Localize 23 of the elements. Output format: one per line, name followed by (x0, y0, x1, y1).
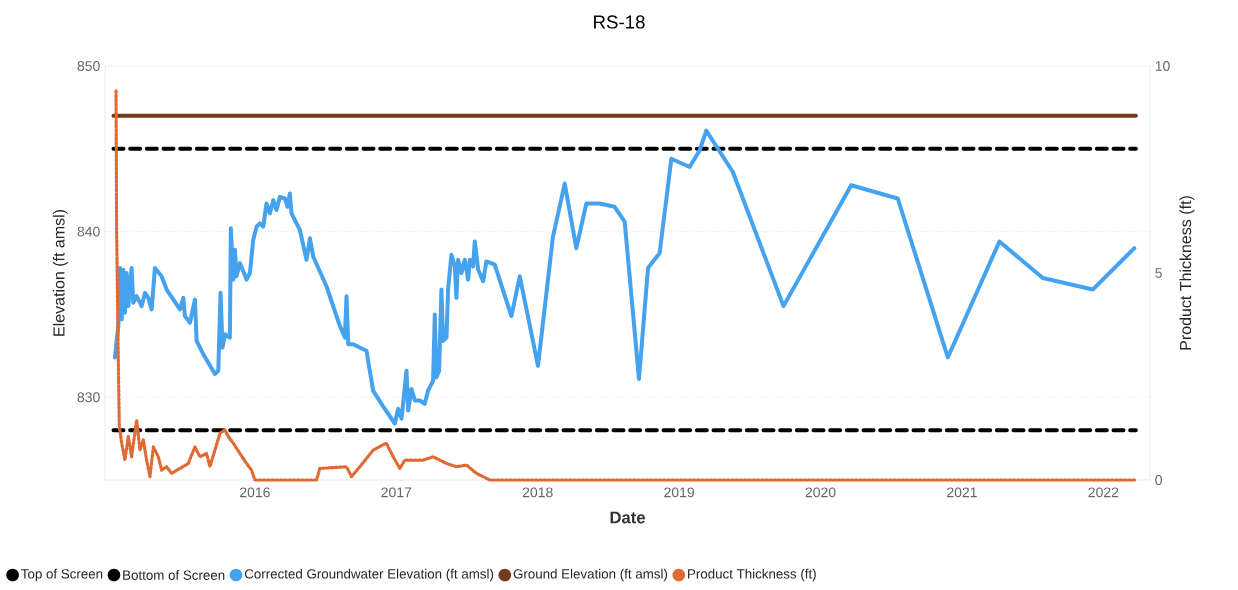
legend-label: Corrected Groundwater Elevation (ft amsl) (244, 568, 494, 582)
y2-tick-label: 5 (1155, 268, 1162, 278)
y-tick-label: 850 (77, 61, 100, 71)
legend-label: Top of Screen (21, 568, 103, 582)
x-axis-title: Date (610, 511, 645, 524)
x-tick-label: 2022 (1088, 487, 1119, 498)
y2-tick-label: 10 (1155, 61, 1170, 71)
y2-tick-label: 0 (1155, 475, 1162, 485)
x-tick-label: 2017 (381, 487, 412, 498)
x-tick-label: 2021 (947, 487, 977, 498)
legend-label: Product Thickness (ft) (688, 568, 816, 582)
y2-axis-title: Product Thickness (ft) (1179, 196, 1195, 350)
line-series (112, 128, 1137, 426)
x-tick-label: 2019 (664, 487, 695, 498)
y-tick-label: 830 (77, 392, 100, 403)
y-axis-title: Elevation (ft amsl) (52, 210, 68, 336)
legend-label: Ground Elevation (ft amsl) (513, 568, 668, 582)
x-tick-label: 2016 (240, 487, 270, 498)
chart-title: RS-18 (594, 15, 645, 29)
y-tick-label: 840 (77, 226, 100, 237)
x-tick-label: 2018 (522, 487, 553, 498)
x-tick-label: 2020 (805, 487, 836, 498)
legend-label: Bottom of Screen (123, 570, 225, 580)
